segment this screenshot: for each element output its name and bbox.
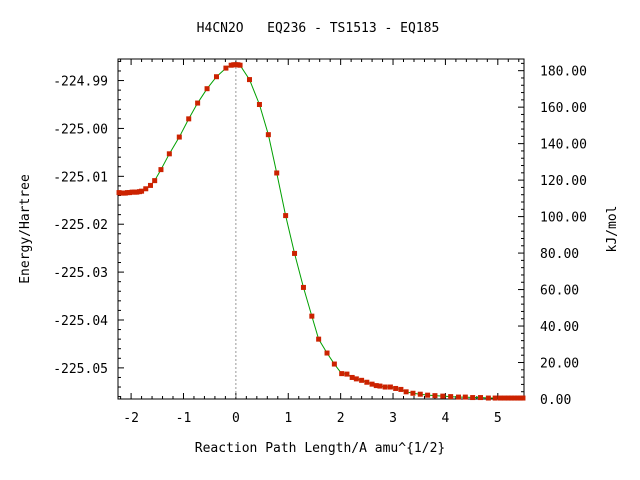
x-tick-label: 0: [232, 411, 240, 426]
data-point: [127, 190, 133, 196]
data-point: [359, 377, 365, 383]
data-point: [369, 381, 375, 387]
x-tick-label: 1: [284, 411, 292, 426]
data-point: [382, 384, 388, 390]
data-point: [387, 384, 393, 390]
data-point: [364, 379, 370, 385]
x-tick-label: -1: [176, 411, 192, 426]
y-tick-label: -225.02: [53, 218, 108, 233]
data-point: [331, 361, 337, 367]
data-point: [393, 385, 399, 391]
data-point: [425, 392, 431, 398]
data-point: [517, 395, 523, 401]
y2-tick-label: 0.00: [540, 393, 571, 408]
data-point: [339, 371, 345, 377]
data-point: [129, 189, 135, 195]
y2-tick-label: 120.00: [540, 174, 587, 189]
data-point: [432, 393, 438, 399]
data-point: [373, 383, 379, 389]
y-tick-label: -225.05: [53, 362, 108, 377]
data-point: [166, 151, 172, 157]
data-point: [456, 394, 462, 400]
data-point: [139, 188, 145, 194]
data-point: [300, 284, 306, 290]
data-point: [204, 86, 210, 92]
y-tick-label: -225.03: [53, 266, 108, 281]
data-point: [478, 395, 484, 401]
y-tick-label: -225.00: [53, 122, 108, 137]
data-point: [316, 336, 322, 342]
y2-tick-label: 140.00: [540, 138, 587, 153]
data-point: [134, 189, 140, 195]
y-axis-label: Energy/Hartree: [18, 174, 33, 284]
y2-tick-label: 40.00: [540, 320, 579, 335]
plot-frame: [117, 58, 525, 400]
data-point: [520, 395, 526, 401]
data-point: [440, 393, 446, 399]
x-tick-label: -2: [123, 411, 139, 426]
data-point: [237, 62, 243, 68]
y2-tick-label: 180.00: [540, 65, 587, 80]
data-point: [508, 395, 514, 401]
data-point: [292, 250, 298, 256]
x-tick-label: 2: [337, 411, 345, 426]
data-point: [398, 386, 404, 392]
x-tick-label: 3: [389, 411, 397, 426]
data-point: [309, 313, 315, 319]
data-point: [246, 77, 252, 83]
data-point: [344, 371, 350, 377]
series-markers: [116, 62, 526, 401]
data-point: [324, 350, 330, 356]
y2-tick-label: 100.00: [540, 211, 587, 226]
data-point: [143, 186, 149, 192]
data-point: [470, 395, 476, 401]
data-point: [349, 374, 355, 380]
y2-tick-label: 160.00: [540, 101, 587, 116]
data-point: [377, 383, 383, 389]
y-tick-label: -224.99: [53, 75, 108, 90]
y2-axis-label: kJ/mol: [605, 206, 620, 253]
data-point: [283, 213, 289, 219]
data-point: [492, 395, 498, 401]
data-point: [158, 167, 164, 173]
axis-ticks: [118, 59, 524, 400]
data-point: [410, 390, 416, 396]
y-tick-label: -225.04: [53, 314, 108, 329]
data-point: [462, 394, 468, 400]
data-point: [147, 182, 153, 188]
data-point: [502, 395, 508, 401]
data-point: [152, 178, 158, 184]
data-point: [515, 395, 521, 401]
series-line: [118, 64, 523, 399]
data-point: [265, 132, 271, 138]
data-point: [223, 65, 229, 71]
data-point: [353, 376, 359, 382]
chart-title: H4CN2O EQ236 - TS1513 - EQ185: [197, 21, 440, 36]
data-point: [186, 116, 192, 122]
y2-tick-label: 80.00: [540, 247, 579, 262]
data-point: [448, 394, 454, 400]
data-point: [228, 62, 234, 68]
x-tick-label: 5: [494, 411, 502, 426]
data-point: [485, 395, 491, 401]
x-axis-label: Reaction Path Length/A amu^{1/2}: [195, 441, 445, 456]
tick-labels: -2 -1 0 1 2 3 4 5 -224.99 -225.00 -225.01 -225.02 -2…: [53, 65, 587, 426]
y-tick-label: -225.01: [53, 170, 108, 185]
data-point: [213, 74, 219, 80]
data-point: [195, 100, 201, 106]
data-point: [176, 134, 182, 140]
data-point: [256, 101, 262, 107]
y2-tick-label: 20.00: [540, 357, 579, 372]
data-point: [417, 391, 423, 397]
data-point: [512, 395, 518, 401]
x-tick-label: 4: [442, 411, 450, 426]
data-point: [497, 395, 503, 401]
y2-tick-label: 60.00: [540, 284, 579, 299]
data-point: [403, 389, 409, 395]
data-point: [274, 170, 280, 176]
data-point: [505, 395, 511, 401]
